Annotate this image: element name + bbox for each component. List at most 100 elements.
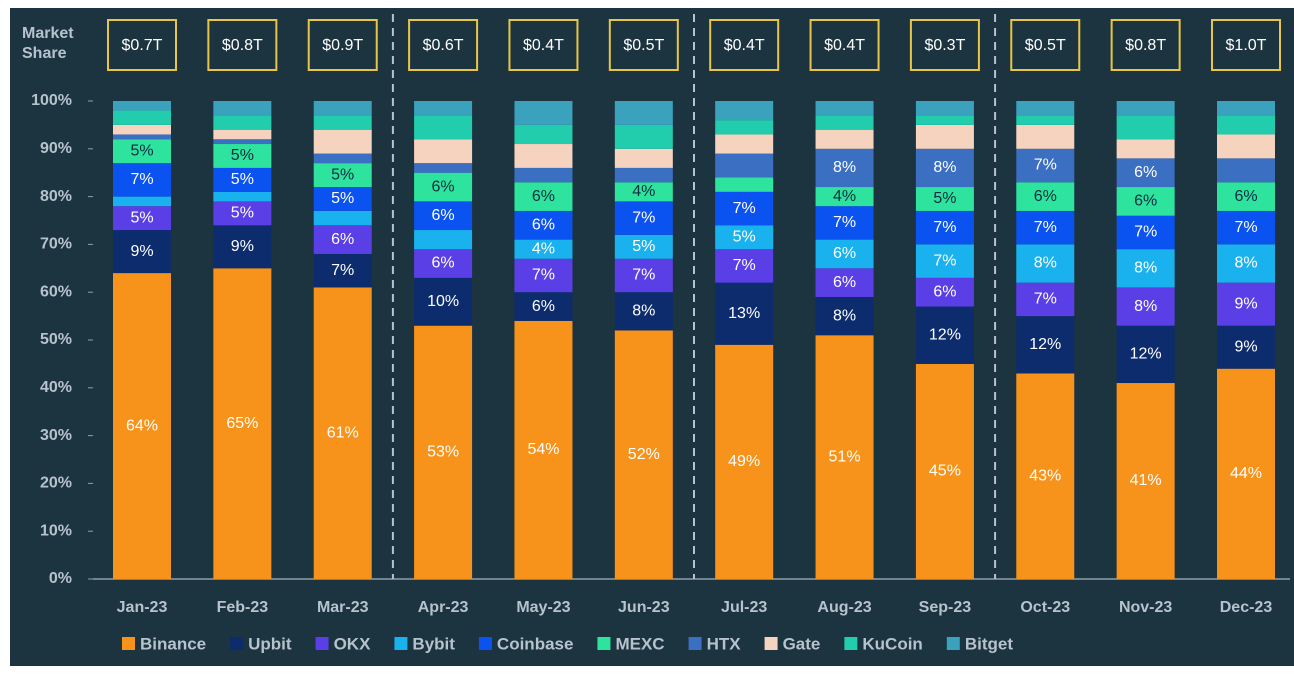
total-label: $1.0T bbox=[1226, 37, 1267, 54]
bar-segment bbox=[715, 134, 774, 154]
data-label: 7% bbox=[833, 214, 856, 231]
bar-segment bbox=[815, 206, 874, 240]
bar-segment bbox=[815, 268, 874, 297]
x-tick-label: Jul-23 bbox=[721, 599, 767, 616]
data-label: 49% bbox=[728, 453, 760, 470]
total-box bbox=[1110, 19, 1181, 71]
bar-segment bbox=[715, 101, 774, 121]
data-label: 6% bbox=[331, 231, 354, 248]
data-label: 9% bbox=[1234, 338, 1257, 355]
y-tick-label: 60% bbox=[40, 283, 72, 300]
bar-segment bbox=[1016, 101, 1075, 116]
y-tick-label: 90% bbox=[40, 140, 72, 157]
total-box bbox=[508, 19, 579, 71]
total-box bbox=[307, 19, 378, 71]
bar-segment bbox=[514, 258, 573, 293]
data-label: 8% bbox=[1034, 255, 1057, 272]
data-label: 45% bbox=[929, 463, 961, 480]
bar-segment bbox=[614, 234, 673, 259]
x-tick-label: May-23 bbox=[516, 599, 570, 616]
bar-segment bbox=[313, 253, 372, 288]
data-label: 12% bbox=[1029, 336, 1061, 353]
bar-segment bbox=[213, 129, 272, 140]
bar-segment bbox=[514, 292, 573, 321]
data-label: 6% bbox=[432, 178, 455, 195]
bar-segment bbox=[614, 292, 673, 331]
total-label: $0.3T bbox=[924, 37, 965, 54]
bar-segment bbox=[113, 196, 171, 207]
data-label: 9% bbox=[231, 238, 254, 255]
bar-segment bbox=[313, 115, 372, 130]
data-label: 8% bbox=[1234, 255, 1257, 272]
bar-segment bbox=[113, 101, 171, 111]
bar-segment bbox=[113, 230, 171, 274]
legend-label: Upbit bbox=[248, 634, 292, 653]
data-label: 6% bbox=[1234, 188, 1257, 205]
x-tick-label: Nov-23 bbox=[1119, 599, 1172, 616]
data-label: 6% bbox=[532, 298, 555, 315]
data-label: 7% bbox=[1034, 291, 1057, 308]
bar-segment bbox=[514, 144, 573, 168]
data-label: 64% bbox=[126, 417, 158, 434]
legend-swatch bbox=[315, 637, 329, 650]
bar-segment bbox=[313, 153, 372, 164]
bar-segment bbox=[514, 239, 573, 259]
data-label: 5% bbox=[632, 238, 655, 255]
data-label: 7% bbox=[733, 257, 756, 274]
bar-segment bbox=[1217, 210, 1275, 245]
bar-segment bbox=[414, 163, 473, 173]
data-label: 13% bbox=[728, 305, 760, 322]
total-box bbox=[809, 19, 880, 71]
bar-segment bbox=[915, 244, 974, 278]
data-label: 7% bbox=[632, 267, 655, 284]
y-tick-label: 40% bbox=[40, 379, 72, 396]
bar-segment bbox=[915, 148, 974, 188]
legend-swatch bbox=[764, 637, 778, 650]
bar-segment bbox=[815, 129, 874, 149]
x-tick-label: Feb-23 bbox=[217, 599, 269, 616]
data-label: 8% bbox=[833, 159, 856, 176]
bar-segment bbox=[213, 139, 272, 145]
bar-segment bbox=[614, 201, 673, 235]
data-label: 41% bbox=[1130, 472, 1162, 489]
total-box bbox=[1211, 19, 1281, 71]
data-label: 5% bbox=[733, 228, 756, 245]
bar-segment bbox=[1217, 115, 1275, 135]
bar-segment bbox=[213, 101, 272, 116]
bar-segment bbox=[113, 273, 171, 579]
data-label: 6% bbox=[532, 188, 555, 205]
bar-segment bbox=[213, 268, 272, 579]
total-box bbox=[207, 19, 278, 71]
legend-label: Bybit bbox=[412, 634, 455, 653]
legend-label: Coinbase bbox=[497, 634, 574, 653]
total-box bbox=[408, 19, 479, 71]
legend-label: MEXC bbox=[615, 634, 664, 653]
bar-segment bbox=[514, 124, 573, 145]
data-label: 7% bbox=[1234, 219, 1257, 236]
bar-segment bbox=[614, 258, 673, 293]
data-label: 4% bbox=[532, 240, 555, 257]
data-label: 6% bbox=[833, 245, 856, 262]
bar-segment bbox=[1217, 134, 1275, 159]
data-label: 6% bbox=[432, 255, 455, 272]
bar-segment bbox=[1016, 210, 1075, 245]
y-tick-label: 70% bbox=[40, 236, 72, 253]
y-tick-label: 100% bbox=[31, 92, 72, 109]
bar-segment bbox=[414, 201, 473, 231]
data-label: 7% bbox=[532, 267, 555, 284]
data-label: 8% bbox=[833, 307, 856, 324]
legend-swatch bbox=[394, 637, 408, 650]
bar-segment bbox=[1116, 158, 1175, 188]
legend-label: KuCoin bbox=[862, 634, 922, 653]
bar-segment bbox=[414, 325, 473, 579]
x-tick-label: Jan-23 bbox=[117, 599, 168, 616]
bar-segment bbox=[514, 182, 573, 211]
data-label: 6% bbox=[1134, 164, 1157, 181]
data-label: 6% bbox=[532, 216, 555, 233]
legend-label: Bitget bbox=[965, 634, 1014, 653]
data-label: 53% bbox=[427, 444, 459, 461]
total-label: $0.8T bbox=[222, 37, 263, 54]
bar-segment bbox=[1016, 182, 1075, 211]
legend-swatch bbox=[688, 637, 702, 650]
